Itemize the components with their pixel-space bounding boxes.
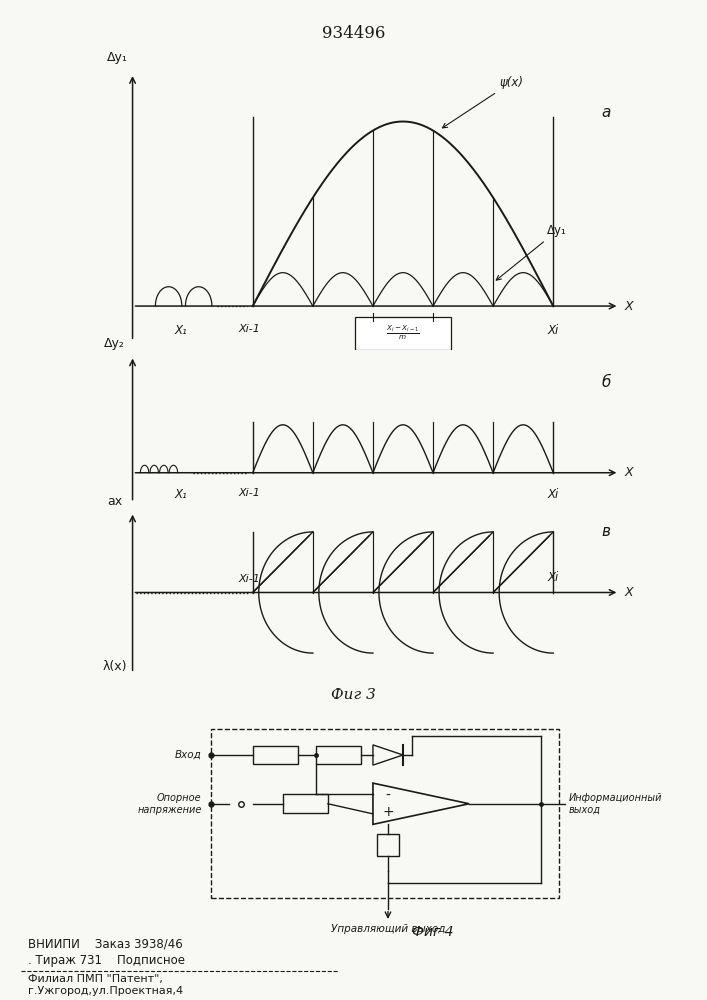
Text: Xi-1: Xi-1 [239,324,261,334]
Text: $\frac{X_i - X_{i-1}}{m}$: $\frac{X_i - X_{i-1}}{m}$ [386,324,420,342]
Text: Xi: Xi [548,571,559,584]
Text: -: - [385,788,390,802]
Text: X: X [624,466,633,479]
Text: Филиал ПМП "Патент",
г.Ужгород,ул.Проектная,4: Филиал ПМП "Патент", г.Ужгород,ул.Проект… [28,974,183,996]
Text: X₁: X₁ [174,324,187,337]
Text: X: X [624,586,633,599]
Text: λ(x): λ(x) [103,660,127,673]
Text: X: X [624,300,633,313]
Text: Δy₁: Δy₁ [107,51,128,64]
Text: Информационный
выход: Информационный выход [568,793,662,815]
Text: ψ(x): ψ(x) [443,76,523,128]
Text: Опорное
напряжение: Опорное напряжение [137,793,201,815]
Bar [253,746,298,764]
Text: Xi-1: Xi-1 [239,488,261,498]
Text: ВНИИПИ    Заказ 3938/46: ВНИИПИ Заказ 3938/46 [28,937,183,950]
Text: Δy₂: Δy₂ [104,337,125,350]
Bar [283,794,328,813]
Text: +: + [382,805,394,819]
Text: Δy₁: Δy₁ [496,224,567,280]
Text: а: а [601,105,611,120]
Bar [377,834,399,856]
FancyBboxPatch shape [355,317,451,350]
Text: Xi: Xi [548,488,559,501]
Text: X₁: X₁ [174,488,187,501]
Text: Управляющий выход: Управляющий выход [331,924,445,934]
Text: . Тираж 731    Подписное: . Тираж 731 Подписное [28,954,185,967]
Text: аx: аx [107,495,122,508]
Text: в: в [601,524,610,539]
Text: Вход: Вход [175,750,201,760]
Text: 934496: 934496 [322,24,385,41]
Bar [316,746,361,764]
Text: б: б [601,375,611,390]
Text: Фиг 4: Фиг 4 [412,924,454,938]
Text: Фиг 3: Фиг 3 [331,688,376,702]
Text: Xi: Xi [548,324,559,337]
Text: Xi-1: Xi-1 [239,574,261,584]
